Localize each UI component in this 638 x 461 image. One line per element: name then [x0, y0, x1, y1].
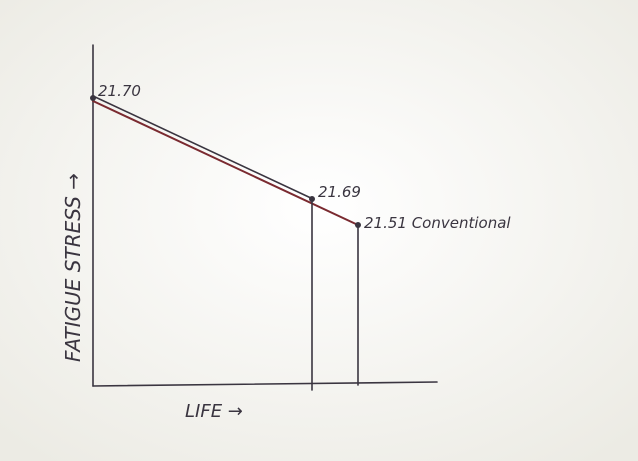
point-label: 21.70 — [98, 82, 141, 100]
y-axis-label: FATIGUE STRESS → — [61, 173, 85, 362]
point-label: 21.69 — [318, 183, 361, 201]
point — [355, 222, 361, 228]
sketch: 21.70 21.69 21.51 Conventional FATIGUE S… — [0, 0, 638, 461]
point-label: 21.51 Conventional — [364, 214, 511, 232]
x-axis-label: LIFE → — [185, 401, 243, 422]
paper — [0, 0, 638, 461]
point — [90, 95, 96, 101]
point — [309, 196, 315, 202]
